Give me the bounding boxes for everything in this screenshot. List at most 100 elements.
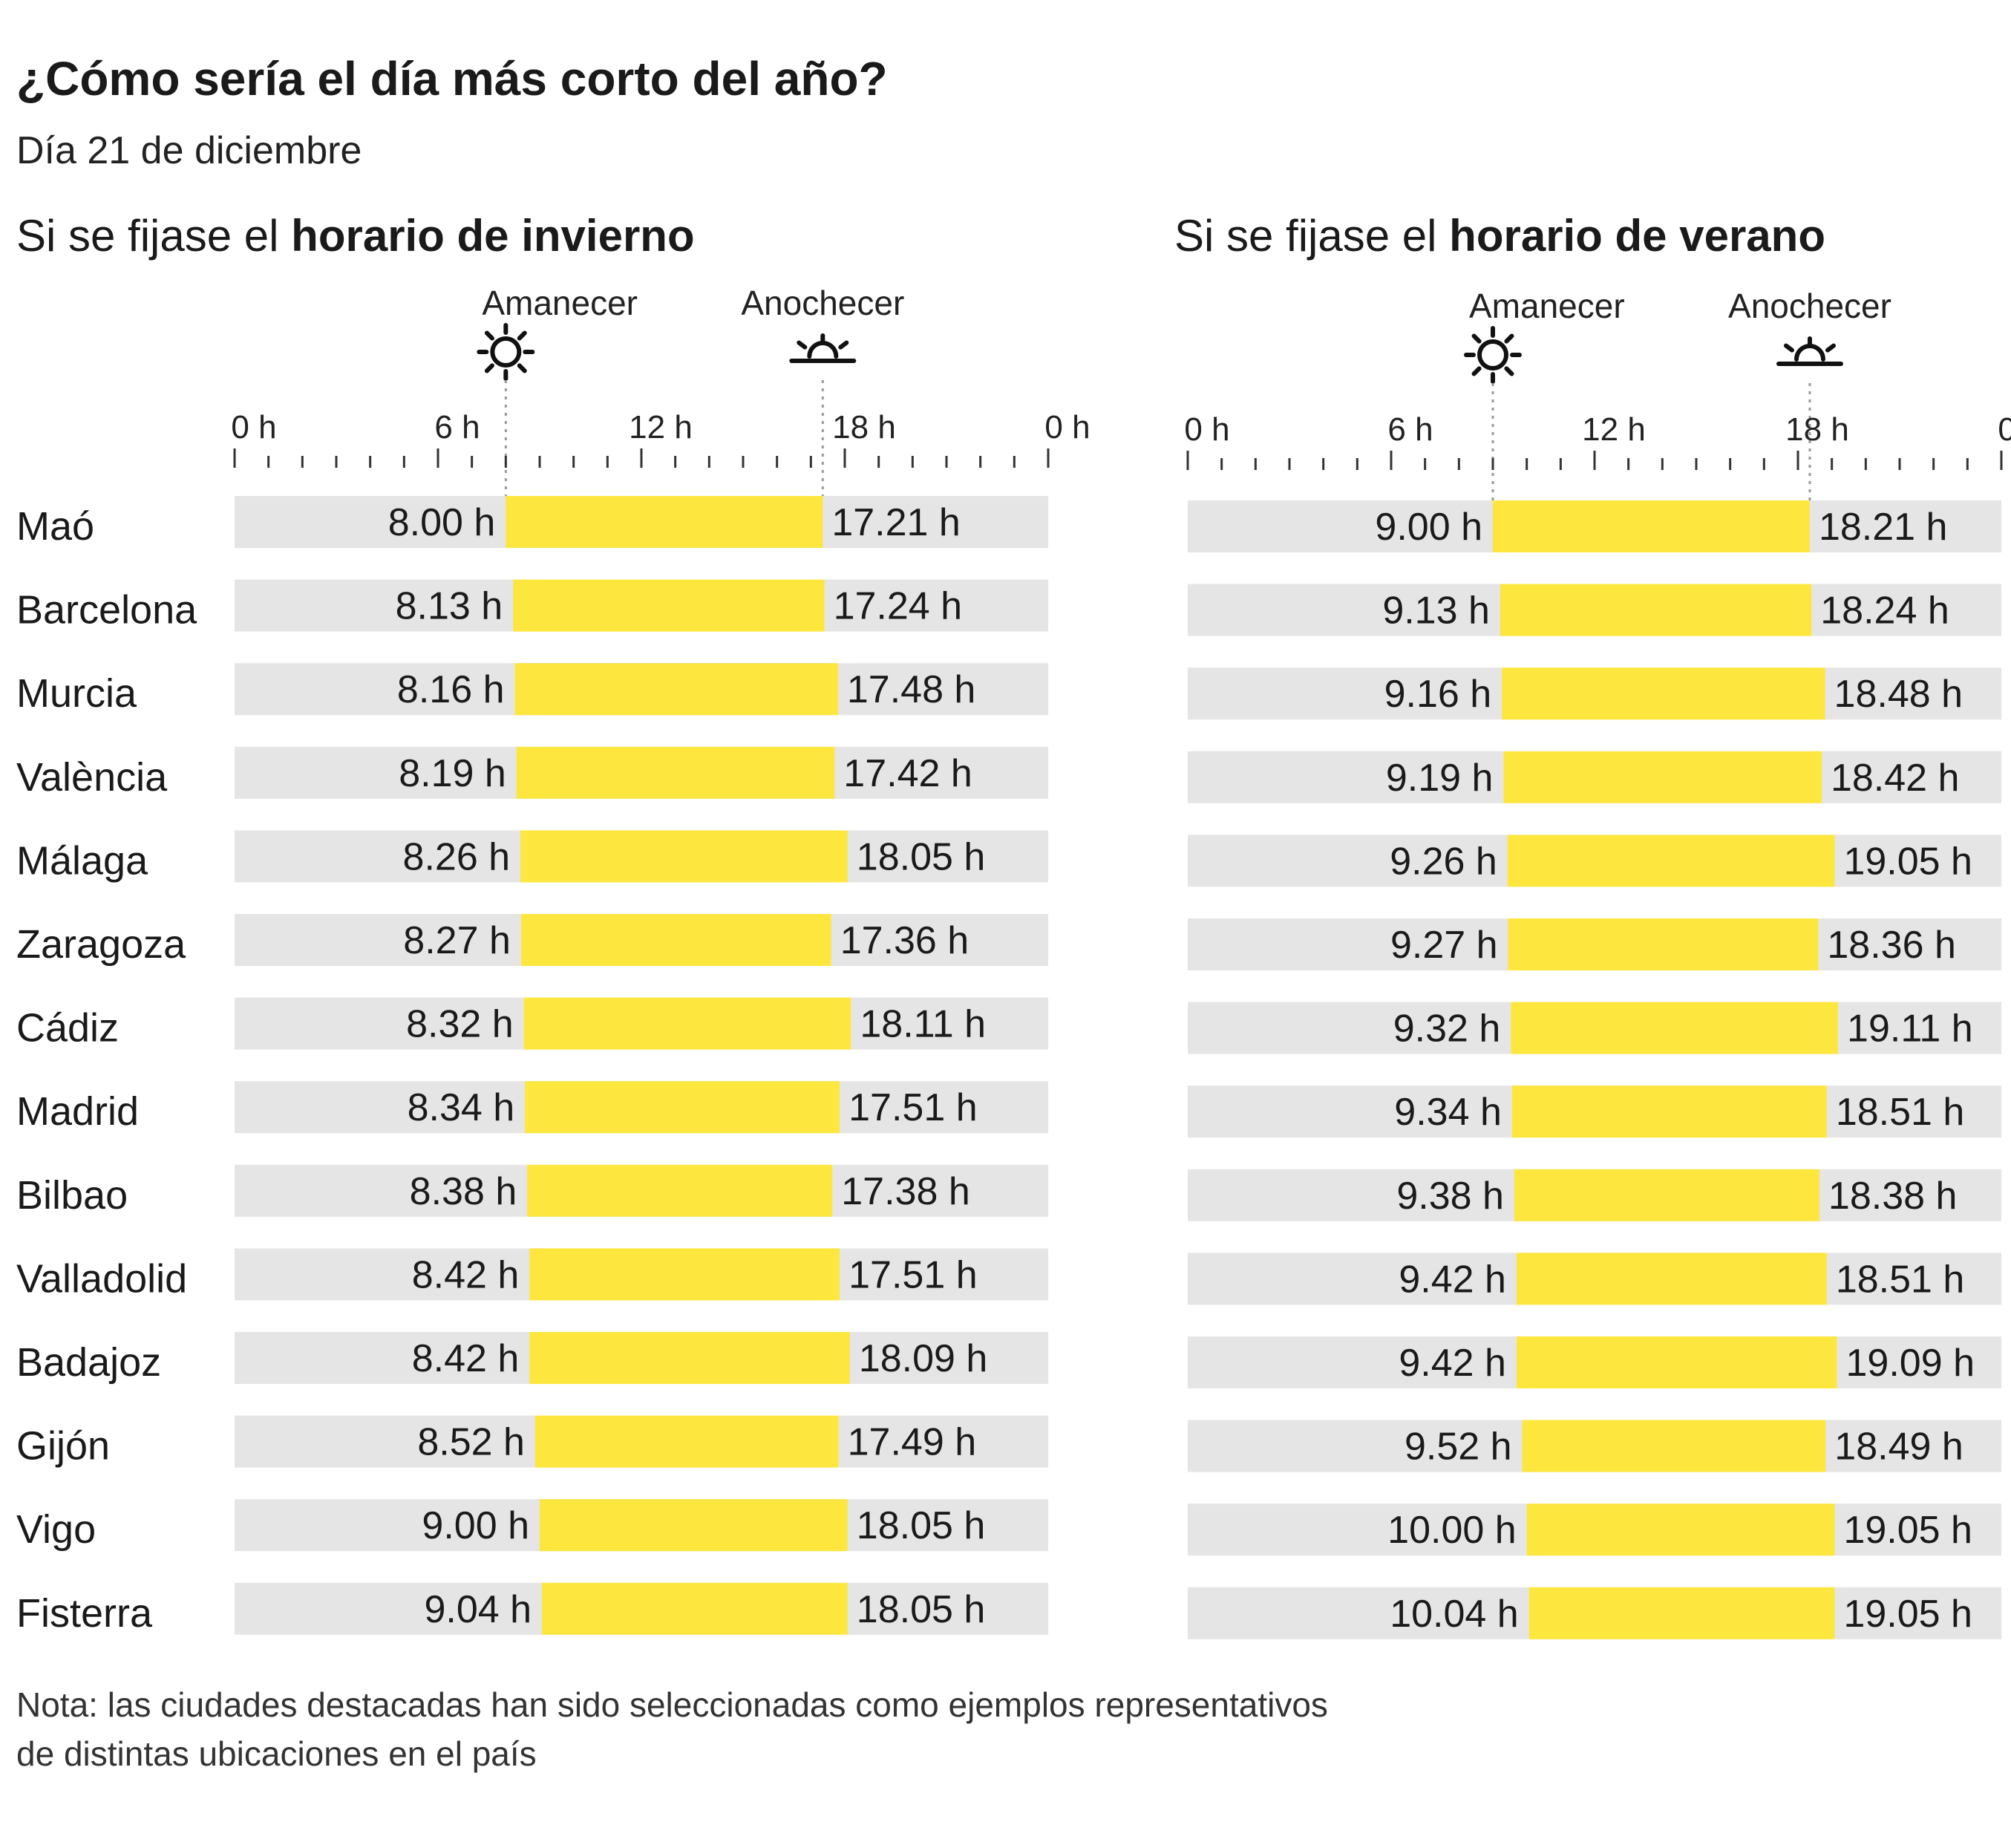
city-row: Badajoz 8.42 h 18.09 h bbox=[16, 1332, 1048, 1385]
sunset-value-label: 17.24 h bbox=[834, 585, 963, 628]
city-label: Cádiz bbox=[16, 1006, 119, 1051]
sunrise-value-label: 8.32 h bbox=[406, 1003, 514, 1046]
x-tick-label: 18 h bbox=[832, 409, 896, 445]
sunrise-value-label: 9.34 h bbox=[1394, 1091, 1502, 1134]
city-row: 9.16 h 18.48 h bbox=[1188, 667, 2001, 720]
panel-1: Si se fijase el horario de invierno Amane… bbox=[16, 211, 1090, 1636]
panel-title-prefix: Si se fijase el bbox=[1174, 211, 1449, 261]
city-row: 10.04 h 19.05 h bbox=[1188, 1587, 2001, 1639]
sunset-value-label: 18.05 h bbox=[857, 835, 986, 878]
daylight-bar bbox=[520, 914, 831, 966]
sunset-value-label: 19.05 h bbox=[1843, 1593, 1972, 1636]
x-axis-ticks bbox=[1186, 451, 2003, 470]
city-label: Vigo bbox=[16, 1507, 96, 1552]
city-row: 9.34 h 18.51 h bbox=[1188, 1085, 2001, 1138]
sunrise-value-label: 9.38 h bbox=[1396, 1175, 1504, 1218]
note-line-2: de distintas ubicaciones en el país bbox=[16, 1734, 537, 1773]
sunset-value-label: 18.09 h bbox=[859, 1337, 988, 1380]
city-label: Badajoz bbox=[16, 1340, 161, 1385]
city-row: Cádiz 8.32 h 18.11 h bbox=[16, 997, 1048, 1051]
chart-title: ¿Cómo sería el día más corto del año? bbox=[16, 52, 888, 105]
sunset-value-label: 17.36 h bbox=[840, 919, 969, 962]
city-label: Bilbao bbox=[16, 1173, 128, 1218]
x-tick-label: 0 h bbox=[231, 409, 276, 445]
city-row: 9.42 h 19.09 h bbox=[1188, 1336, 2001, 1388]
sunset-value-label: 18.11 h bbox=[860, 1003, 986, 1046]
sunrise-value-label: 9.13 h bbox=[1382, 590, 1490, 633]
city-label: Madrid bbox=[16, 1089, 139, 1134]
daylight-bar bbox=[1528, 1587, 1835, 1639]
chart-subtitle: Día 21 de diciembre bbox=[16, 129, 362, 172]
city-row: 10.00 h 19.05 h bbox=[1188, 1503, 2001, 1556]
city-row: Bilbao 8.38 h 17.38 h bbox=[16, 1164, 1048, 1218]
sunrise-value-label: 8.52 h bbox=[417, 1421, 525, 1464]
daylight-bar bbox=[1516, 1336, 1837, 1388]
city-label: Maó bbox=[16, 504, 94, 549]
x-tick-label: 0 h bbox=[1184, 411, 1229, 448]
city-label: Gijón bbox=[16, 1424, 110, 1469]
sunset-value-label: 18.42 h bbox=[1831, 757, 1960, 800]
sunrise-value-label: 8.26 h bbox=[403, 835, 511, 878]
city-row: Barcelona 8.13 h 17.24 h bbox=[16, 579, 1048, 633]
sunrise-value-label: 9.42 h bbox=[1399, 1342, 1506, 1385]
sunset-value-label: 18.36 h bbox=[1827, 924, 1956, 967]
daylight-bar bbox=[523, 997, 851, 1050]
city-row: 9.27 h 18.36 h bbox=[1188, 918, 2001, 970]
panel-title-prefix: Si se fijase el bbox=[16, 211, 291, 261]
sunrise-value-label: 8.13 h bbox=[396, 585, 503, 628]
daylight-bar bbox=[1511, 1085, 1827, 1138]
daylight-bar bbox=[520, 830, 848, 883]
city-row: 9.38 h 18.38 h bbox=[1188, 1169, 2001, 1221]
sunset-value-label: 17.38 h bbox=[841, 1170, 970, 1213]
sunset-value-label: 19.05 h bbox=[1843, 1509, 1972, 1552]
x-axis-ticks bbox=[233, 448, 1050, 468]
sunset-value-label: 18.48 h bbox=[1834, 673, 1963, 716]
daylight-bar bbox=[1514, 1169, 1819, 1221]
city-row: Valladolid 8.42 h 17.51 h bbox=[16, 1248, 1048, 1301]
city-row: 9.00 h 18.21 h bbox=[1188, 500, 2001, 552]
sunset-value-label: 18.05 h bbox=[857, 1504, 986, 1547]
daylight-bar bbox=[514, 663, 838, 716]
sunrise-value-label: 9.04 h bbox=[424, 1588, 532, 1631]
sunrise-value-label: 10.04 h bbox=[1390, 1593, 1519, 1636]
daylight-bar bbox=[1502, 667, 1825, 720]
sunset-value-label: 18.49 h bbox=[1834, 1426, 1963, 1469]
sunrise-value-label: 8.16 h bbox=[397, 668, 505, 711]
city-row: Maó 8.00 h 17.21 h bbox=[16, 496, 1048, 549]
daylight-bar bbox=[1508, 918, 1819, 970]
city-row: 9.42 h 18.51 h bbox=[1188, 1253, 2001, 1305]
sunset-value-label: 18.05 h bbox=[857, 1588, 986, 1631]
panel-title-bold: horario de verano bbox=[1449, 211, 1825, 261]
sunrise-value-label: 9.32 h bbox=[1393, 1008, 1501, 1051]
city-row: Fisterra 9.04 h 18.05 h bbox=[16, 1582, 1048, 1636]
city-label: Málaga bbox=[16, 838, 148, 883]
x-tick-label: 0 h bbox=[1044, 409, 1090, 445]
sunrise-value-label: 9.00 h bbox=[1375, 506, 1482, 549]
daylight-bar bbox=[534, 1415, 839, 1468]
sunrise-value-label: 9.16 h bbox=[1384, 673, 1492, 716]
daylight-bar bbox=[506, 496, 823, 548]
city-row: Zaragoza 8.27 h 17.36 h bbox=[16, 914, 1048, 967]
city-row: 9.32 h 19.11 h bbox=[1188, 1002, 2001, 1054]
sunset-value-label: 17.51 h bbox=[848, 1086, 978, 1129]
sunset-value-label: 17.51 h bbox=[848, 1253, 978, 1296]
city-label: Zaragoza bbox=[16, 922, 186, 967]
city-label: València bbox=[16, 755, 168, 800]
city-row: Murcia 8.16 h 17.48 h bbox=[16, 663, 1048, 716]
sunset-value-label: 19.05 h bbox=[1843, 840, 1972, 883]
city-row: 9.19 h 18.42 h bbox=[1188, 751, 2001, 803]
panel-title: Si se fijase el horario de verano bbox=[1174, 211, 1825, 261]
city-row: Gijón 8.52 h 17.49 h bbox=[16, 1415, 1048, 1469]
panel-2: Si se fijase el horario de verano Amanece… bbox=[1174, 211, 2011, 1639]
sunset-value-label: 19.11 h bbox=[1847, 1008, 1973, 1051]
x-tick-label: 6 h bbox=[434, 409, 480, 445]
x-tick-label: 18 h bbox=[1785, 411, 1849, 448]
sunrise-marker-label: Amanecer bbox=[482, 284, 638, 322]
sunrise-value-label: 9.52 h bbox=[1405, 1426, 1512, 1469]
daylight-bar bbox=[1511, 1002, 1839, 1054]
daylight-bar bbox=[513, 579, 825, 632]
sunset-marker-label: Anochecer bbox=[1728, 287, 1891, 325]
sunrise-value-label: 9.42 h bbox=[1399, 1258, 1506, 1301]
note-line-1: Nota: las ciudades destacadas han sido s… bbox=[16, 1685, 1328, 1724]
